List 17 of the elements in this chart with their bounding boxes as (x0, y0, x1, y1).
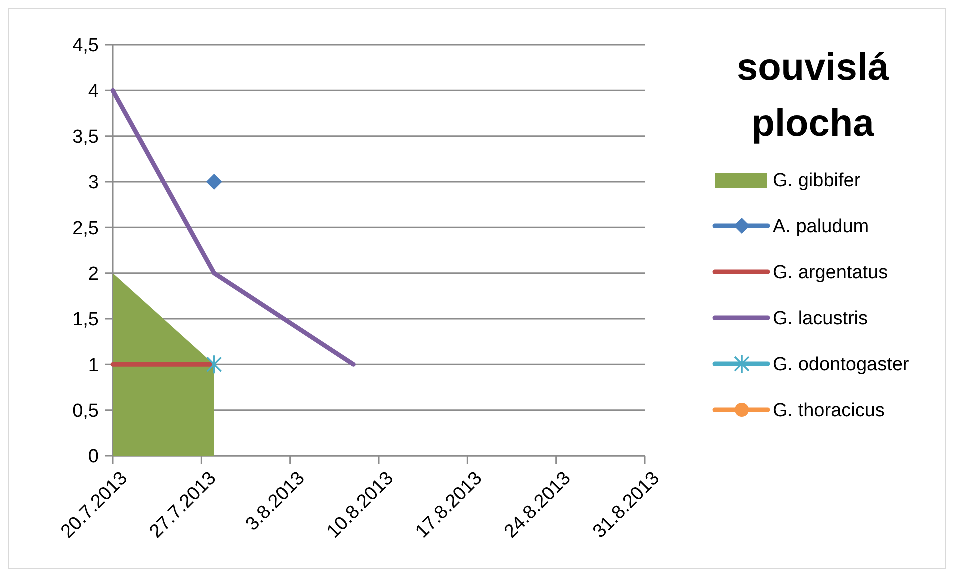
legend-label: A. paludum (773, 216, 870, 238)
y-tick-label: 2 (88, 264, 99, 285)
legend-label: G. odontogaster (773, 354, 910, 376)
legend-label: G. thoracicus (773, 400, 885, 422)
legend-title: souvislá plocha (736, 47, 890, 145)
y-tick-label: 1,5 (72, 310, 99, 331)
y-tick-label: 2,5 (72, 218, 99, 240)
y-tick-label: 3 (88, 172, 99, 194)
y-tick-label: 4 (88, 81, 100, 102)
y-tick-label: 1 (88, 355, 99, 376)
legend-label: G. lacustris (773, 308, 868, 330)
legend-label: G. gibbifer (773, 170, 862, 192)
y-tick-label: 4,5 (72, 36, 99, 57)
legend-label: G. argentatus (773, 262, 888, 284)
y-tick-label: 0,5 (72, 400, 99, 422)
y-tick-label: 0 (88, 446, 99, 468)
y-tick-label: 3,5 (72, 126, 99, 148)
